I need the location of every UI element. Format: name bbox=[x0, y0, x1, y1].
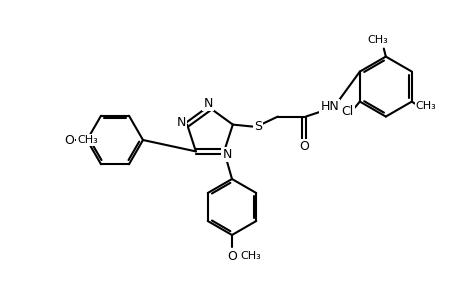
Text: O: O bbox=[298, 140, 308, 153]
Text: N: N bbox=[222, 148, 231, 161]
Text: Cl: Cl bbox=[341, 105, 353, 118]
Text: S: S bbox=[253, 120, 261, 133]
Text: CH₃: CH₃ bbox=[77, 135, 98, 145]
Text: HN: HN bbox=[320, 100, 338, 113]
Text: O: O bbox=[64, 134, 74, 146]
Text: CH₃: CH₃ bbox=[367, 34, 387, 45]
Text: N: N bbox=[176, 116, 185, 129]
Text: N: N bbox=[203, 97, 212, 110]
Text: CH₃: CH₃ bbox=[415, 100, 436, 111]
Text: O: O bbox=[227, 250, 236, 262]
Text: CH₃: CH₃ bbox=[240, 251, 260, 261]
